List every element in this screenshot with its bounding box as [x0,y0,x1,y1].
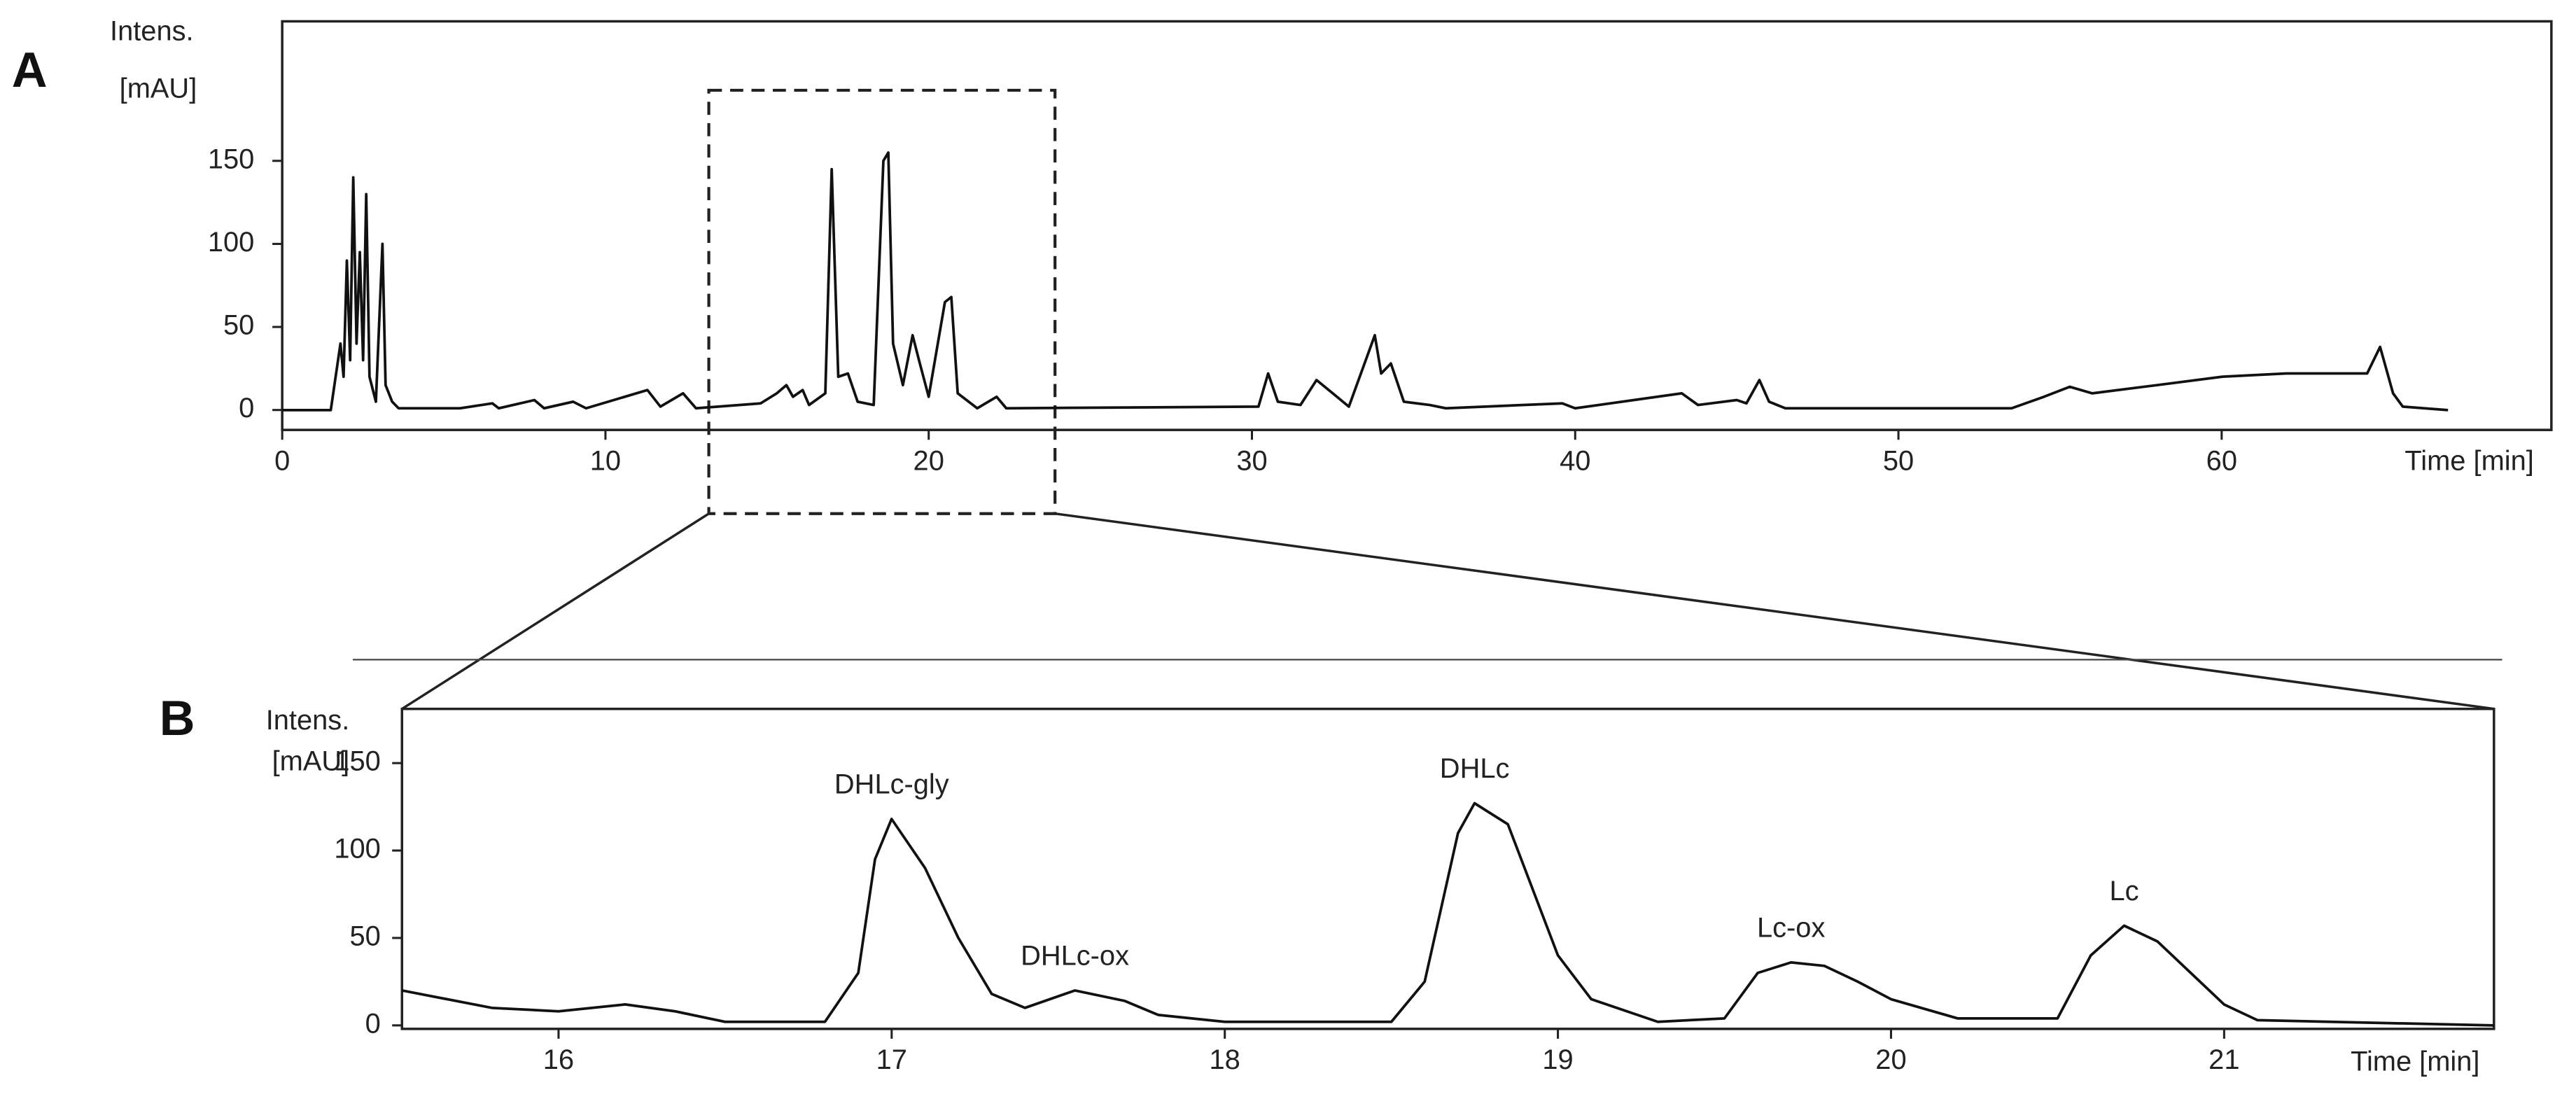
peak-label: DHLc [1440,753,1510,784]
plot-frame [400,707,2496,1030]
zoom-line [1054,512,2495,710]
x-tick-label: 20 [913,446,944,477]
panel-letter: B [160,690,195,746]
y-axis-label: [mAU] [120,73,197,104]
x-axis-label: Time [min] [2404,446,2533,477]
y-tick-label: 0 [239,393,254,424]
y-axis-label: Intens. [110,15,194,46]
y-axis-label: [mAU] [272,746,350,777]
zoom-box [707,88,1057,515]
y-tick-label: 50 [223,310,254,341]
x-tick-label: 50 [1883,446,1914,477]
chromatogram-trace [282,151,2449,412]
zoom-line [401,512,710,710]
x-tick-label: 30 [1236,446,1267,477]
x-tick-label: 10 [590,446,621,477]
y-tick-label: 100 [208,227,254,258]
x-tick-label: 60 [2206,446,2237,477]
x-tick-label: 20 [1875,1044,1906,1075]
chromatogram-trace [401,802,2494,1027]
y-tick-label: 0 [365,1008,381,1039]
x-tick-label: 18 [1210,1044,1240,1075]
panel-letter: A [12,42,48,97]
x-tick-label: 17 [876,1044,907,1075]
x-tick-label: 0 [274,446,290,477]
peak-label: Lc [2110,876,2139,906]
x-tick-label: 21 [2208,1044,2239,1075]
y-tick-label: 150 [208,144,254,174]
y-tick-label: 50 [349,920,380,951]
peak-label: Lc-ox [1757,913,1825,944]
x-tick-label: 40 [1560,446,1590,477]
y-tick-label: 100 [334,834,380,864]
peak-label: DHLc-ox [1021,941,1129,972]
y-axis-label: Intens. [266,705,350,736]
y-tick-label: 150 [334,746,380,777]
peak-label: DHLc-gly [834,769,949,800]
plot-frame [281,20,2553,431]
x-axis-label: Time [min] [2351,1046,2479,1077]
x-tick-label: 16 [543,1044,574,1075]
x-tick-label: 19 [1542,1044,1573,1075]
